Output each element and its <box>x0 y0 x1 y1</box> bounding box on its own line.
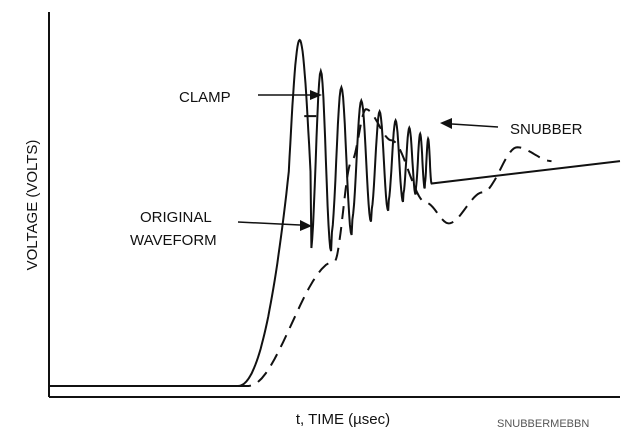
snubber-label: SNUBBER <box>510 121 583 138</box>
watermark-text: SNUBBERMEBBN <box>497 418 589 430</box>
x-axis-label: t, TIME (µsec) <box>296 411 390 428</box>
snubber-arrow <box>451 123 499 128</box>
y-axis-label: VOLTAGE (VOLTS) <box>24 140 41 271</box>
original-arrowhead <box>300 220 312 231</box>
original-label-line2: WAVEFORM <box>130 232 217 249</box>
original-waveform-series-line <box>49 38 621 387</box>
snubber-arrowhead <box>440 118 452 129</box>
clamp-arrowhead <box>310 90 322 100</box>
original-label-line1: ORIGINAL <box>140 209 212 226</box>
original-arrow <box>237 221 301 226</box>
snubber-series-line <box>49 108 552 387</box>
clamp-label: CLAMP <box>179 89 231 106</box>
